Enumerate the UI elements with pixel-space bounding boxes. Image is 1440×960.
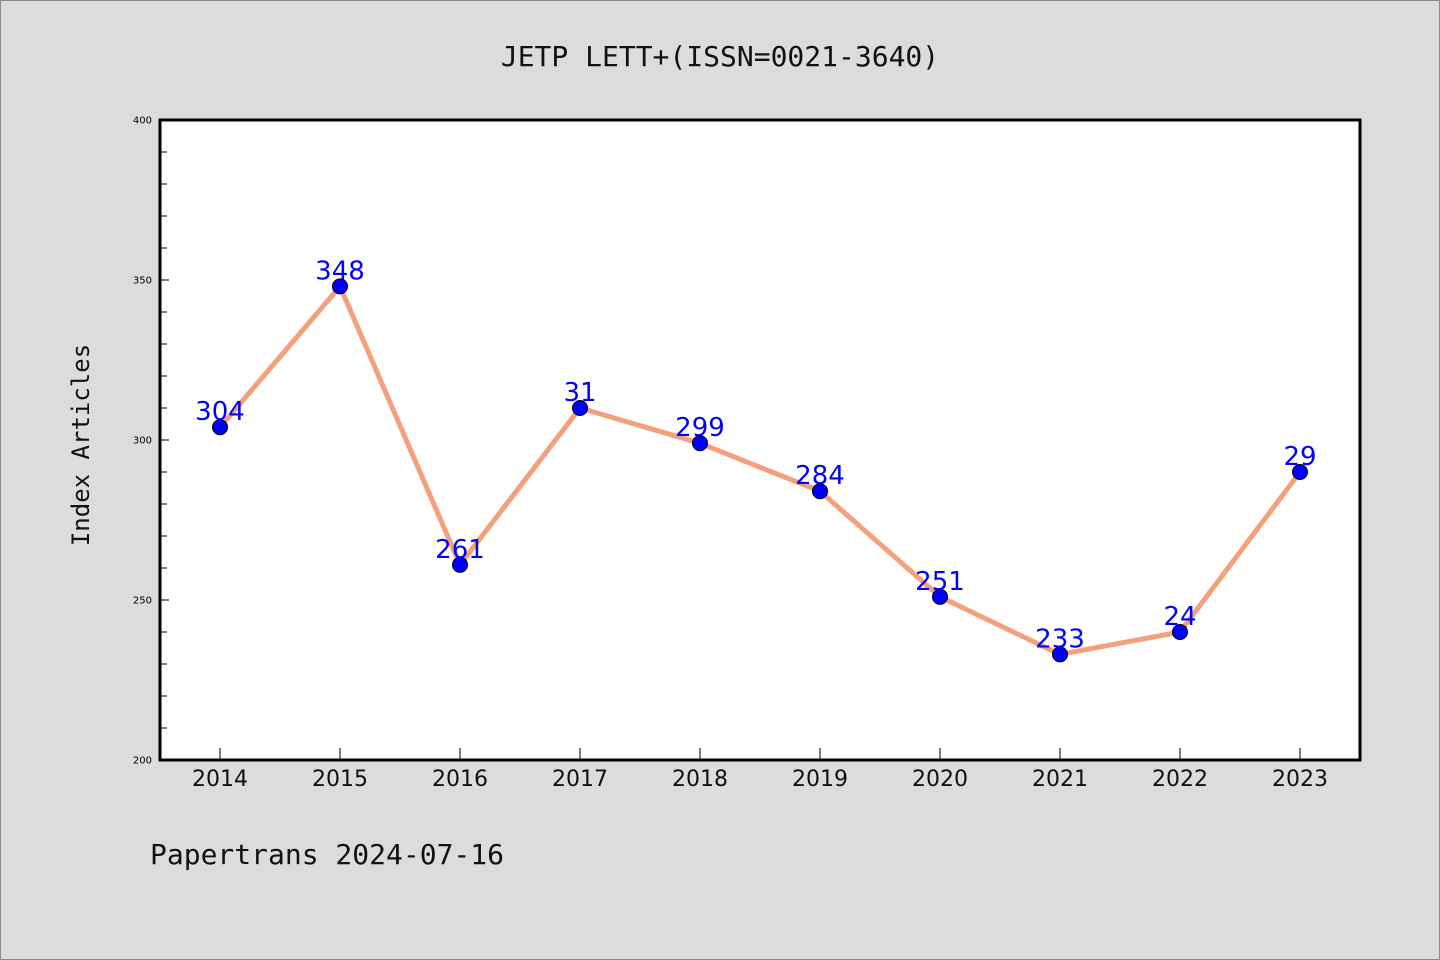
series-line [217, 283, 1303, 657]
data-point [932, 588, 948, 605]
data-label: 304 [195, 397, 245, 427]
data-label: 233 [1035, 624, 1085, 654]
x-tick-label: 2020 [912, 767, 968, 792]
y-tick-label: 250 [133, 596, 152, 607]
x-tick-label: 2016 [432, 767, 488, 792]
x-tick-label: 2014 [192, 767, 248, 792]
x-axis-ticks: 2014 2015 2016 2017 2018 2019 2020 2021 2022 2023 [192, 748, 1328, 792]
data-label: 299 [675, 413, 725, 443]
plot-area [158, 118, 1362, 762]
data-point [1172, 624, 1188, 640]
data-point [1292, 464, 1308, 480]
x-tick-label: 2018 [672, 767, 728, 792]
x-tick-label: 2021 [1032, 767, 1088, 792]
data-point [1052, 646, 1068, 663]
chart-title: JETP LETT+(ISSN=0021-3640) [501, 40, 939, 73]
x-tick-label: 2022 [1152, 767, 1208, 792]
y-tick-label: 400 [133, 116, 152, 127]
data-point [692, 435, 708, 452]
y-axis-ticks: 200 250 300 350 400 [133, 116, 169, 767]
data-point [212, 419, 228, 436]
data-point [572, 400, 588, 416]
data-label: 251 [915, 567, 965, 597]
data-label: 31 [563, 378, 596, 408]
data-point [332, 278, 348, 295]
data-label: 24 [1163, 602, 1196, 632]
x-tick-label: 2015 [312, 767, 368, 792]
data-label: 348 [315, 256, 365, 286]
y-tick-label: 300 [133, 436, 152, 447]
x-tick-label: 2017 [552, 767, 608, 792]
series-line-group [217, 283, 1303, 657]
y-tick-label: 200 [133, 756, 152, 767]
footer-credit: Papertrans 2024-07-16 [150, 838, 504, 871]
y-tick-label: 350 [133, 276, 152, 287]
y-axis-label: Index Articles [67, 344, 95, 546]
x-tick-label: 2019 [792, 767, 848, 792]
data-label: 284 [795, 461, 845, 491]
data-labels: 304 348 261 31 299 284 251 233 24 29 [195, 256, 1316, 654]
x-tick-label: 2023 [1272, 767, 1328, 792]
data-label: 29 [1283, 442, 1316, 472]
data-point [812, 483, 828, 500]
data-label: 261 [435, 535, 485, 565]
series-points [212, 278, 1308, 663]
data-point [452, 556, 468, 573]
